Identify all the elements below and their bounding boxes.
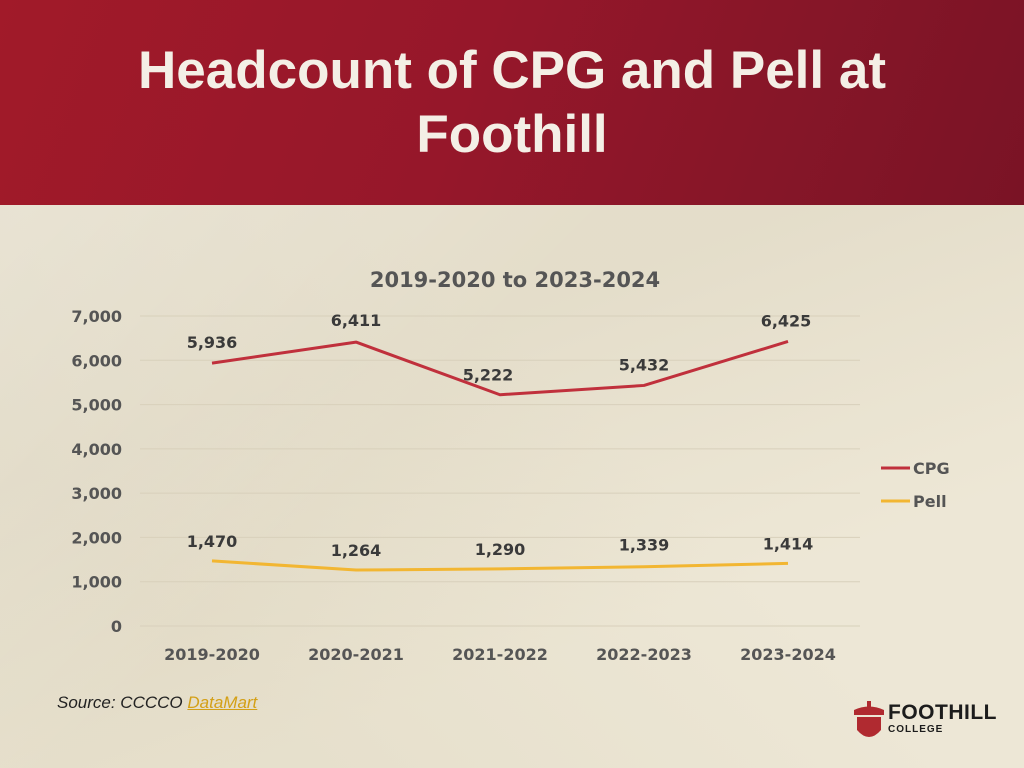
data-label-cpg: 6,425 (761, 311, 812, 330)
data-label-cpg: 6,411 (331, 311, 382, 330)
logo-subtitle: COLLEGE (888, 724, 944, 735)
source-prefix: Source: CCCCO (57, 693, 188, 712)
y-tick-label: 0 (111, 617, 122, 636)
y-tick-label: 6,000 (71, 351, 122, 370)
x-tick-label: 2022-2023 (596, 645, 692, 664)
line-chart: 2019-2020 to 2023-2024 0 1,000 2,000 3,000 4,… (71, 268, 950, 664)
foothill-logo: FOOTHILL COLLEGE (852, 700, 1002, 744)
y-tick-label: 4,000 (71, 440, 122, 459)
slide-title: Headcount of CPG and Pell at Foothill (138, 40, 886, 164)
y-tick-label: 2,000 (71, 528, 122, 547)
source-note: Source: CCCCO DataMart (57, 693, 257, 713)
x-tick-label: 2023-2024 (740, 645, 836, 664)
data-label-cpg: 5,432 (619, 355, 670, 374)
slide-background (0, 205, 1024, 768)
x-tick-label: 2019-2020 (164, 645, 260, 664)
series-line-pell (211, 559, 789, 572)
y-tick-label: 5,000 (71, 396, 122, 415)
y-tick-label: 7,000 (71, 307, 122, 326)
logo-wordmark: FOOTHILL (888, 701, 997, 724)
x-tick-label: 2020-2021 (308, 645, 404, 664)
data-label-pell: 1,414 (763, 534, 814, 553)
data-label-cpg: 5,222 (463, 366, 514, 385)
data-label-cpg: 5,936 (187, 333, 238, 352)
title-banner: Headcount of CPG and Pell at Foothill (0, 0, 1024, 205)
data-label-pell: 1,339 (619, 536, 670, 555)
y-tick-label: 1,000 (71, 573, 122, 592)
x-tick-label: 2021-2022 (452, 645, 548, 664)
data-label-pell: 1,470 (187, 532, 238, 551)
series-line-cpg (211, 340, 789, 397)
data-label-pell: 1,264 (331, 541, 382, 560)
datamart-link[interactable]: DataMart (187, 693, 258, 712)
y-tick-label: 3,000 (71, 484, 122, 503)
data-label-pell: 1,290 (475, 540, 526, 559)
legend-label-cpg: CPG (913, 459, 950, 478)
legend-label-pell: Pell (913, 492, 947, 511)
chart-title: 2019-2020 to 2023-2024 (370, 268, 660, 292)
acorn-icon (854, 701, 884, 737)
